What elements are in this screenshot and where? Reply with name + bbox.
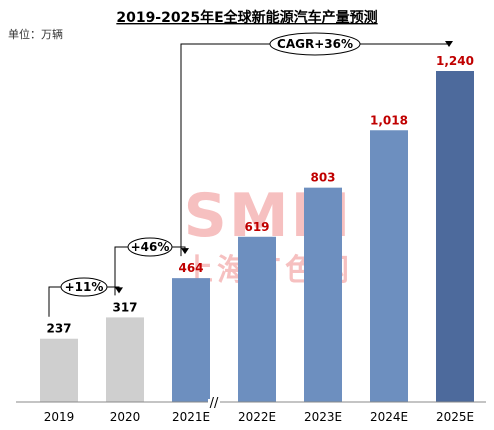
- axis-break-gap: [208, 399, 220, 405]
- value-label-2022E: 619: [244, 220, 269, 234]
- value-label-2021E: 464: [178, 261, 203, 275]
- axis-break-marker: //: [210, 396, 219, 411]
- growth-annotation-2020-oval: [60, 277, 108, 297]
- growth-annotation-cagr-oval: [269, 32, 361, 56]
- category-label-2019: 2019: [44, 410, 75, 424]
- bar-2020: [106, 317, 144, 402]
- value-label-2020: 317: [112, 300, 137, 314]
- category-label-2024E: 2024E: [370, 410, 408, 424]
- bar-2025E: [436, 71, 474, 402]
- value-label-2024E: 1,018: [370, 113, 408, 127]
- bar-2022E: [238, 236, 276, 402]
- growth-annotation-cagr-arrowhead: [445, 41, 453, 47]
- category-label-2022E: 2022E: [238, 410, 276, 424]
- category-label-2025E: 2025E: [436, 410, 474, 424]
- bar-2021E: [172, 278, 210, 402]
- value-label-2023E: 803: [310, 171, 335, 185]
- growth-annotation-2021-label: +46%: [131, 240, 170, 254]
- growth-annotation-2020-label: +11%: [65, 280, 104, 294]
- growth-annotation-cagr-label: CAGR+36%: [277, 37, 353, 51]
- category-label-2021E: 2021E: [172, 410, 210, 424]
- growth-annotation-2020-arrowhead: [115, 287, 123, 294]
- value-label-2019: 237: [46, 322, 71, 336]
- category-label-2020: 2020: [110, 410, 141, 424]
- bar-2023E: [304, 187, 342, 402]
- chart-title: 2019-2025年E全球新能源汽车产量预测: [116, 9, 377, 26]
- bar-2024E: [370, 130, 408, 402]
- value-label-2025E: 1,240: [436, 54, 474, 68]
- growth-annotation-2021-oval: [127, 237, 173, 257]
- growth-annotation-2021-arrowhead: [181, 248, 189, 255]
- bar-2019: [40, 338, 78, 402]
- unit-label: 单位：万辆: [8, 27, 63, 41]
- category-label-2023E: 2023E: [304, 410, 342, 424]
